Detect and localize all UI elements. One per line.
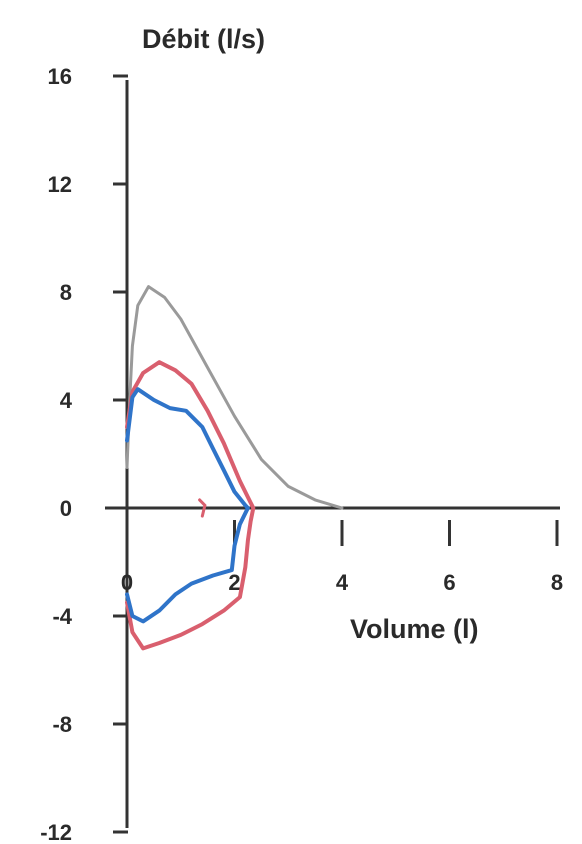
y-axis-title: Débit (l/s): [142, 24, 265, 54]
y-tick-label: -12: [40, 820, 72, 844]
y-tick-label: 12: [48, 172, 72, 197]
y-tick-label: 4: [60, 388, 73, 413]
annotation-mark: [198, 498, 207, 518]
x-tick-label: 6: [443, 570, 455, 595]
x-tick-label: 4: [336, 570, 349, 595]
y-tick-label: 16: [48, 64, 72, 89]
series-line-1: [125, 285, 344, 510]
x-ticks: 0 2 4 6 8: [121, 520, 563, 595]
series-line-3: [125, 387, 250, 624]
series-layer: [125, 285, 344, 651]
y-tick-label: 8: [60, 280, 72, 305]
plot-area: 16 12 8 4 0 -4 -8 -12 0 2 4 6 8: [40, 64, 563, 844]
x-tick-label: 2: [228, 570, 240, 595]
x-tick-label: 0: [121, 570, 133, 595]
y-ticks: 16 12 8 4 0 -4 -8 -12: [40, 64, 128, 844]
x-axis-title: Volume (l): [350, 614, 479, 644]
x-tick-label: 8: [551, 570, 563, 595]
y-tick-label: 0: [60, 496, 72, 521]
y-tick-label: -8: [52, 712, 72, 737]
series-line-2: [125, 360, 256, 651]
y-tick-label: -4: [52, 604, 72, 629]
